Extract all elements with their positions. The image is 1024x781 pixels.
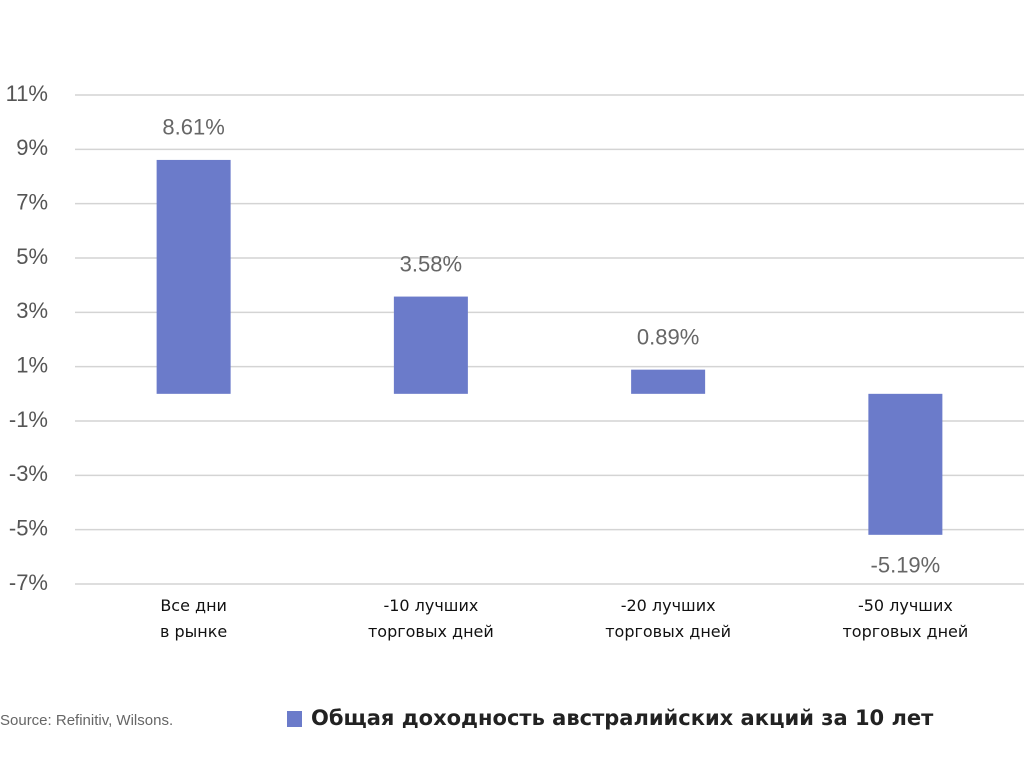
bar (631, 369, 706, 394)
value-label: 3.58% (400, 251, 462, 276)
value-label: 8.61% (162, 115, 224, 140)
y-tick-label: -3% (9, 461, 48, 486)
value-label: -5.19% (871, 553, 941, 578)
y-tick-label: 7% (16, 189, 48, 214)
x-tick-label: Все дни в рынке (159, 596, 228, 641)
value-label: 0.89% (637, 324, 699, 349)
y-tick-label: 1% (16, 352, 48, 377)
bar (156, 159, 231, 394)
y-tick-label: -1% (9, 407, 48, 432)
y-tick-label: 9% (16, 135, 48, 160)
y-tick-label: -7% (9, 570, 48, 595)
x-tick-label: -20 лучших торговых дней (605, 596, 732, 641)
bar (868, 393, 943, 535)
y-tick-label: 3% (16, 298, 48, 323)
y-tick-label: 11% (6, 81, 48, 106)
legend-label: Общая доходность австралийских акций за … (311, 706, 934, 730)
y-tick-label: -5% (9, 515, 48, 540)
source: Source: Refinitiv, Wilsons. (0, 712, 173, 729)
y-tick-label: 5% (16, 244, 48, 269)
bar (393, 296, 468, 394)
legend-swatch (287, 711, 302, 727)
x-tick-label: -10 лучших торговых дней (367, 596, 494, 641)
x-tick-label: -50 лучших торговых дней (842, 596, 969, 641)
